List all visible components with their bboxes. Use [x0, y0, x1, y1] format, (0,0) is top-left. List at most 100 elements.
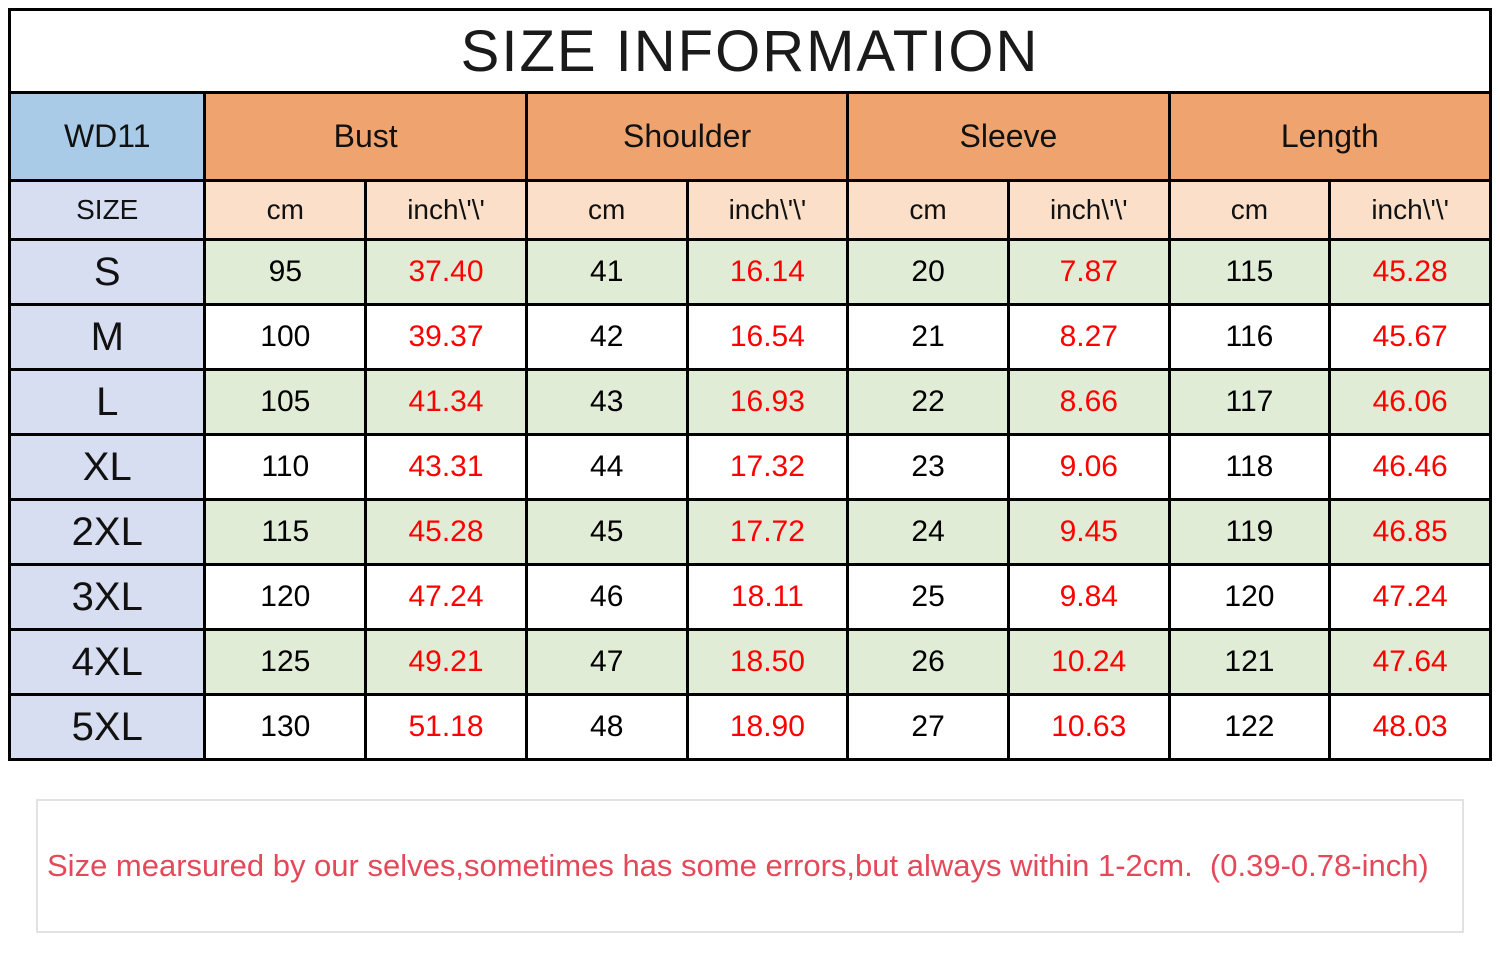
cm-value-cell: 48 [524, 693, 689, 761]
cm-value-cell: 121 [1167, 628, 1332, 696]
table-row-l: L 105 41.34 43 16.93 22 8.66 117 46.06 [7, 368, 1492, 436]
table-row-xl: XL 110 43.31 44 17.32 23 9.06 118 46.46 [7, 433, 1492, 501]
cm-value-cell: 27 [846, 693, 1010, 761]
inch-value-cell: 46.06 [1328, 368, 1492, 436]
cm-value-cell: 120 [203, 563, 368, 631]
table-row-s: S 95 37.40 41 16.14 20 7.87 115 45.28 [7, 238, 1492, 306]
size-label-xl: XL [7, 433, 207, 501]
sleeve-inch-header: inch\'\' [1006, 179, 1171, 241]
inch-value-cell: 7.87 [1006, 238, 1171, 306]
product-code-cell: WD11 [7, 91, 207, 182]
group-header-row: WD11 Bust Shoulder Sleeve Length [7, 91, 1493, 182]
inch-value-cell: 41.34 [364, 368, 528, 436]
cm-value-cell: 105 [203, 368, 368, 436]
table-row-5xl: 5XL 130 51.18 48 18.90 27 10.63 122 48.03 [7, 693, 1492, 761]
cm-value-cell: 115 [1167, 238, 1332, 306]
inch-value-cell: 18.90 [685, 693, 850, 761]
group-header-shoulder: Shoulder [524, 91, 850, 182]
cm-value-cell: 100 [203, 303, 368, 371]
cm-value-cell: 44 [524, 433, 689, 501]
group-header-sleeve: Sleeve [846, 91, 1171, 182]
size-label-2xl: 2XL [7, 498, 207, 566]
inch-value-cell: 47.24 [1328, 563, 1492, 631]
cm-value-cell: 125 [203, 628, 368, 696]
note-text: Size mearsured by our selves,sometimes h… [47, 848, 1429, 883]
cm-value-cell: 122 [1167, 693, 1332, 761]
inch-value-cell: 16.54 [685, 303, 850, 371]
cm-value-cell: 120 [1167, 563, 1332, 631]
size-label-l: L [7, 368, 207, 436]
cm-value-cell: 43 [524, 368, 689, 436]
size-label-s: S [7, 238, 207, 306]
cm-value-cell: 46 [524, 563, 689, 631]
inch-value-cell: 39.37 [364, 303, 528, 371]
inch-value-cell: 51.18 [364, 693, 528, 761]
length-cm-header: cm [1167, 179, 1332, 241]
inch-value-cell: 10.24 [1006, 628, 1171, 696]
group-header-length: Length [1167, 91, 1493, 182]
shoulder-inch-header: inch\'\' [685, 179, 850, 241]
inch-value-cell: 45.28 [1328, 238, 1492, 306]
inch-value-cell: 9.45 [1006, 498, 1171, 566]
cm-value-cell: 116 [1167, 303, 1332, 371]
table-row-m: M 100 39.37 42 16.54 21 8.27 116 45.67 [7, 303, 1492, 371]
inch-value-cell: 10.63 [1006, 693, 1171, 761]
inch-value-cell: 8.27 [1006, 303, 1171, 371]
inch-value-cell: 9.06 [1006, 433, 1171, 501]
inch-value-cell: 46.46 [1328, 433, 1492, 501]
table-row-2xl: 2XL 115 45.28 45 17.72 24 9.45 119 46.85 [7, 498, 1492, 566]
size-information-page: SIZE INFORMATION WD11 Bust Shoulder Slee… [0, 8, 1500, 969]
shoulder-cm-header: cm [524, 179, 689, 241]
inch-value-cell: 48.03 [1328, 693, 1492, 761]
inch-value-cell: 17.32 [685, 433, 850, 501]
cm-value-cell: 110 [203, 433, 368, 501]
cm-value-cell: 24 [846, 498, 1010, 566]
inch-value-cell: 18.50 [685, 628, 850, 696]
inch-value-cell: 45.28 [364, 498, 528, 566]
inch-value-cell: 17.72 [685, 498, 850, 566]
cm-value-cell: 115 [203, 498, 368, 566]
cm-value-cell: 41 [524, 238, 689, 306]
cm-value-cell: 117 [1167, 368, 1332, 436]
sleeve-cm-header: cm [846, 179, 1010, 241]
page-title: SIZE INFORMATION [460, 18, 1040, 84]
cm-value-cell: 42 [524, 303, 689, 371]
cm-value-cell: 21 [846, 303, 1010, 371]
inch-value-cell: 45.67 [1328, 303, 1492, 371]
inch-value-cell: 9.84 [1006, 563, 1171, 631]
cm-value-cell: 23 [846, 433, 1010, 501]
size-label-3xl: 3XL [7, 563, 207, 631]
length-inch-header: inch\'\' [1328, 179, 1492, 241]
size-label-m: M [7, 303, 207, 371]
inch-value-cell: 18.11 [685, 563, 850, 631]
cm-value-cell: 20 [846, 238, 1010, 306]
cm-value-cell: 95 [203, 238, 368, 306]
page-title-box: SIZE INFORMATION [8, 8, 1492, 94]
unit-header-row: SIZE cm inch\'\' cm inch\'\' cm inch\'\'… [7, 179, 1492, 241]
inch-value-cell: 47.64 [1328, 628, 1492, 696]
inch-value-cell: 37.40 [364, 238, 528, 306]
inch-value-cell: 47.24 [364, 563, 528, 631]
table-row-3xl: 3XL 120 47.24 46 18.11 25 9.84 120 47.24 [7, 563, 1492, 631]
cm-value-cell: 130 [203, 693, 368, 761]
cm-value-cell: 45 [524, 498, 689, 566]
inch-value-cell: 46.85 [1328, 498, 1492, 566]
inch-value-cell: 8.66 [1006, 368, 1171, 436]
cm-value-cell: 22 [846, 368, 1010, 436]
inch-value-cell: 43.31 [364, 433, 528, 501]
note-box: Size mearsured by our selves,sometimes h… [36, 799, 1464, 933]
bust-inch-header: inch\'\' [364, 179, 528, 241]
cm-value-cell: 119 [1167, 498, 1332, 566]
cm-value-cell: 25 [846, 563, 1010, 631]
inch-value-cell: 16.14 [685, 238, 850, 306]
size-table: WD11 Bust Shoulder Sleeve Length SIZE cm… [7, 91, 1493, 761]
size-header-cell: SIZE [7, 179, 207, 241]
cm-value-cell: 118 [1167, 433, 1332, 501]
cm-value-cell: 47 [524, 628, 689, 696]
cm-value-cell: 26 [846, 628, 1010, 696]
size-label-4xl: 4XL [7, 628, 207, 696]
bust-cm-header: cm [203, 179, 368, 241]
inch-value-cell: 49.21 [364, 628, 528, 696]
table-row-4xl: 4XL 125 49.21 47 18.50 26 10.24 121 47.64 [7, 628, 1492, 696]
group-header-bust: Bust [203, 91, 528, 182]
